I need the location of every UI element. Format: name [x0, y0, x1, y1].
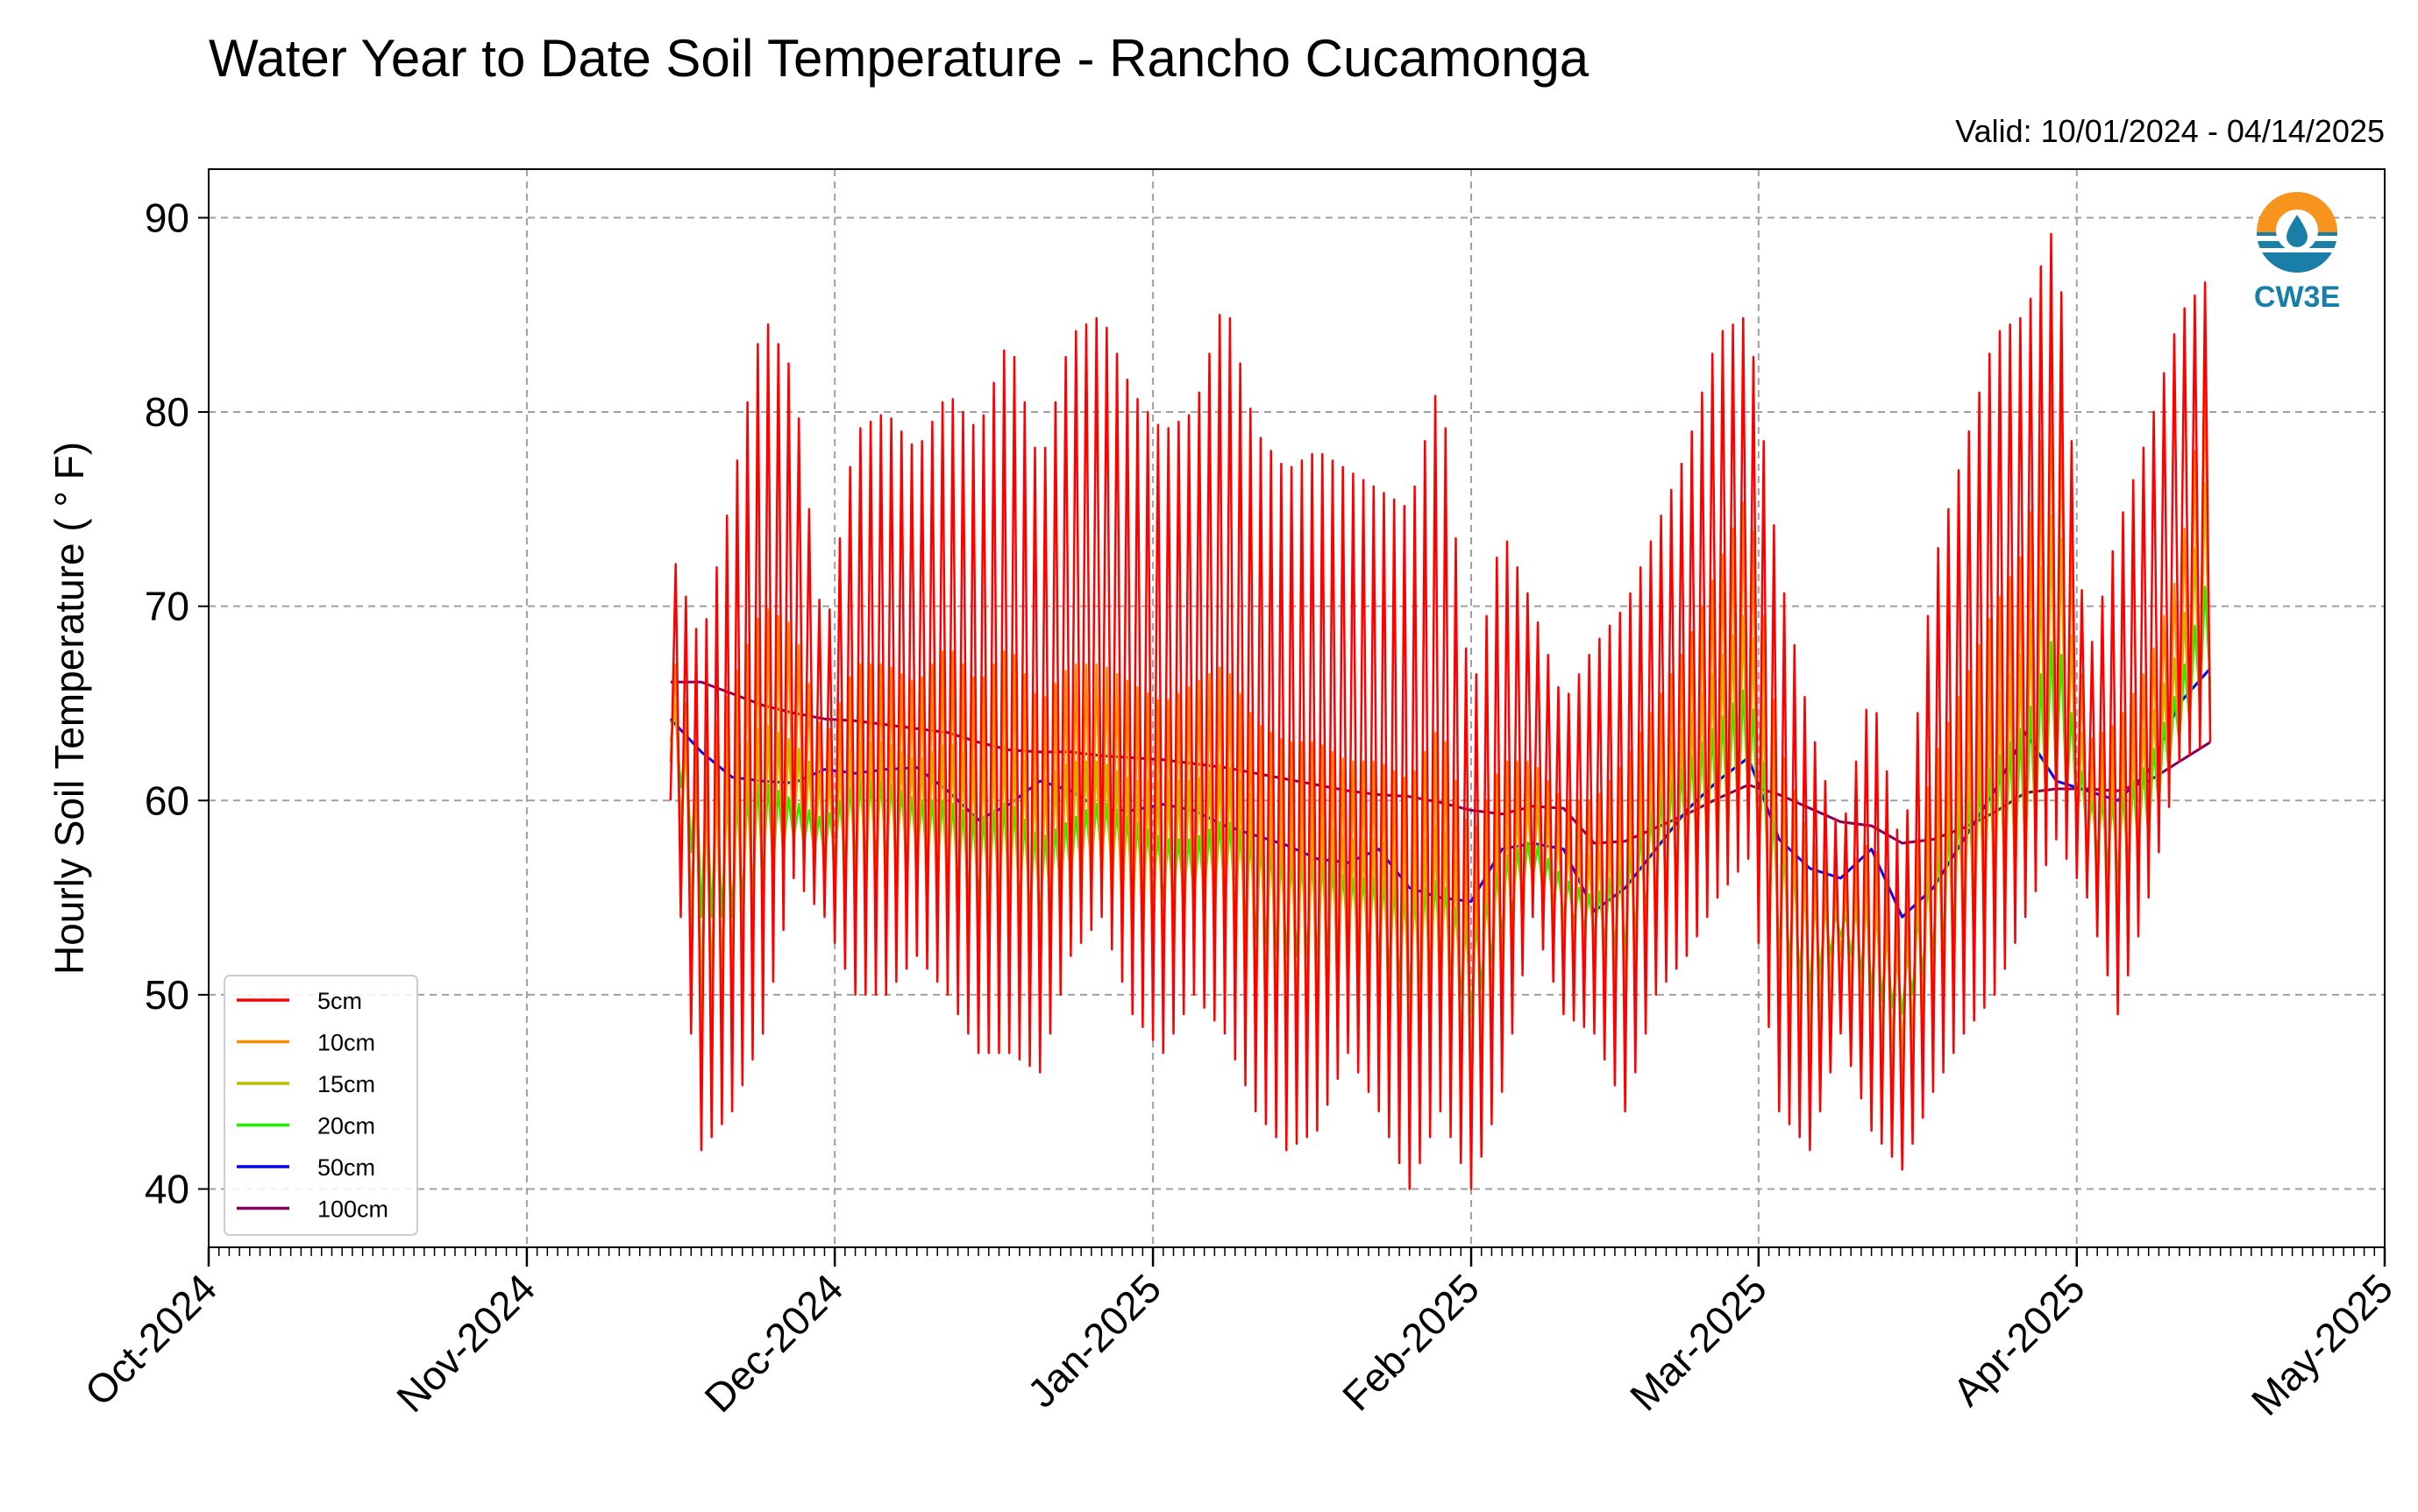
legend-label-100cm: 100cm — [317, 1196, 388, 1223]
logo-drop-icon — [2286, 215, 2308, 247]
y-tick-label: 90 — [145, 195, 189, 240]
y-tick-label: 60 — [145, 777, 189, 823]
chart-title: Water Year to Date Soil Temperature - Ra… — [209, 29, 1589, 88]
y-axis: 40 50 60 70 80 90 — [145, 195, 209, 1212]
logo-text: CW3E — [2254, 280, 2340, 314]
legend-label-5cm: 5cm — [317, 988, 362, 1014]
series-line-50cm — [669, 667, 2212, 919]
series-line-5cm — [669, 232, 2212, 1190]
y-tick-label: 70 — [145, 584, 189, 629]
legend: 5cm 10cm 15cm 20cm 50cm 100cm — [224, 975, 418, 1236]
legend-label-10cm: 10cm — [317, 1030, 375, 1056]
valid-date-range: Valid: 10/01/2024 - 04/14/2025 — [1955, 113, 2385, 149]
y-tick-label: 80 — [145, 389, 189, 435]
cw3e-logo: CW3E — [2254, 192, 2340, 314]
legend-label-50cm: 50cm — [317, 1154, 375, 1181]
series-line-100cm — [670, 680, 2211, 845]
y-axis-label: Hourly Soil Temperature ( ° F) — [46, 442, 92, 975]
y-tick-label: 50 — [145, 972, 189, 1018]
legend-label-20cm: 20cm — [317, 1113, 375, 1139]
y-tick-label: 40 — [145, 1167, 189, 1212]
series-lines — [669, 232, 2212, 1190]
legend-label-15cm: 15cm — [317, 1071, 375, 1097]
